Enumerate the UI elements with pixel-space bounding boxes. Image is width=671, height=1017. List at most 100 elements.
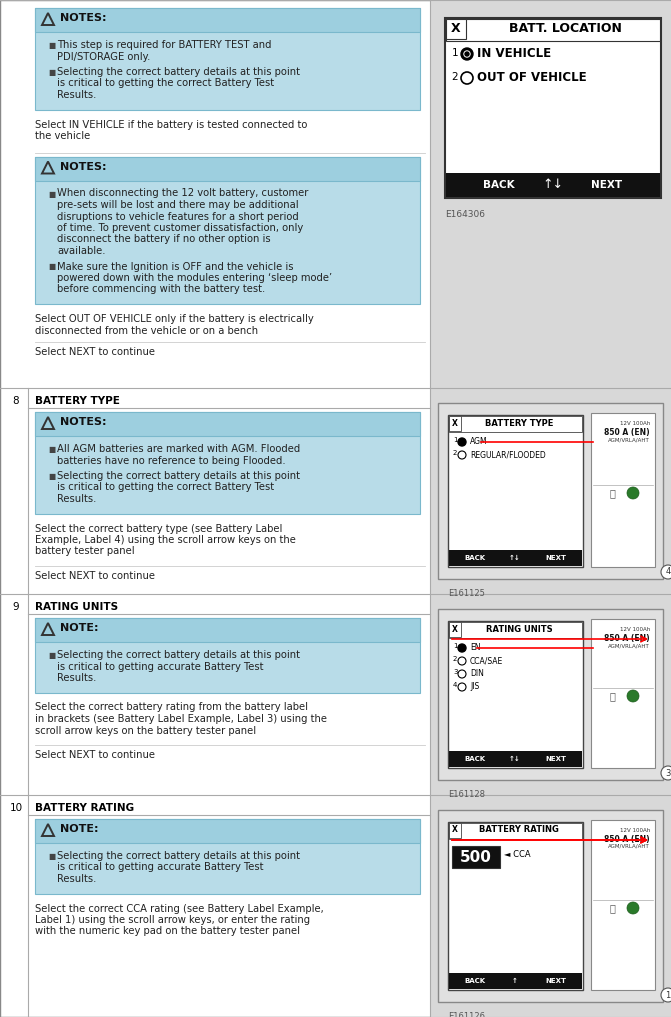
Circle shape [627,487,639,499]
Text: ↑↓: ↑↓ [509,756,521,762]
Bar [591,820,655,990]
Text: 850 A (EN): 850 A (EN) [605,835,650,844]
Bar [591,619,655,768]
Text: with the numeric key pad on the battery tester panel: with the numeric key pad on the battery … [35,926,300,937]
Text: 4: 4 [666,567,670,577]
Text: 8: 8 [13,396,19,406]
Bar [449,416,461,431]
Bar [35,8,420,110]
Text: NOTES:: NOTES: [60,162,107,172]
Bar [438,403,663,579]
Text: ■: ■ [48,472,55,481]
Bar [449,622,461,637]
Text: AGM/VRLA/AHT: AGM/VRLA/AHT [608,844,650,849]
Text: ■: ■ [48,852,55,861]
Text: NOTES:: NOTES: [60,13,107,23]
Bar [35,618,420,693]
Circle shape [465,52,469,56]
Text: AGM: AGM [470,437,488,446]
Text: 1: 1 [453,643,458,649]
Text: AGM/VRLA/AHT: AGM/VRLA/AHT [608,437,650,442]
Text: REGULAR/FLOODED: REGULAR/FLOODED [470,450,546,459]
Text: ↑: ↑ [512,978,518,984]
Text: 9: 9 [13,602,19,612]
Text: BATT. LOCATION: BATT. LOCATION [509,22,621,36]
Text: NOTES:: NOTES: [60,417,107,427]
Circle shape [661,988,671,1002]
Text: X: X [452,826,458,835]
Text: Label 1) using the scroll arrow keys, or enter the rating: Label 1) using the scroll arrow keys, or… [35,915,310,925]
Circle shape [627,902,639,914]
Bar [449,823,461,838]
Text: BATTERY TYPE: BATTERY TYPE [35,396,120,406]
Text: Selecting the correct battery details at this point: Selecting the correct battery details at… [57,67,300,77]
Text: Select the correct CCA rating (see Battery Label Example,: Select the correct CCA rating (see Batte… [35,903,323,913]
Text: disconnected from the vehicle or on a bench: disconnected from the vehicle or on a be… [35,325,258,336]
Text: RATING UNITS: RATING UNITS [486,624,552,634]
Text: disconnect the battery if no other option is: disconnect the battery if no other optio… [57,235,270,244]
Text: Select NEXT to continue: Select NEXT to continue [35,347,155,357]
Text: BACK: BACK [483,180,515,190]
Text: 2: 2 [453,450,458,456]
Text: Select the correct battery type (see Battery Label: Select the correct battery type (see Bat… [35,524,282,534]
Text: 850 A (EN): 850 A (EN) [605,428,650,437]
Text: Selecting the correct battery details at this point: Selecting the correct battery details at… [57,650,300,660]
Text: of time. To prevent customer dissatisfaction, only: of time. To prevent customer dissatisfac… [57,223,303,233]
Text: Select IN VEHICLE if the battery is tested connected to: Select IN VEHICLE if the battery is test… [35,120,307,129]
Text: Results.: Results. [57,874,97,884]
Text: This step is required for BATTERY TEST and: This step is required for BATTERY TEST a… [57,40,272,50]
Text: the vehicle: the vehicle [35,131,91,141]
Bar [446,19,466,39]
Text: ■: ■ [48,651,55,660]
Text: Results.: Results. [57,494,97,504]
Text: E161126: E161126 [448,1012,485,1017]
Text: 𝒥: 𝒥 [609,691,615,701]
Bar [430,594,671,795]
Text: battery tester panel: battery tester panel [35,546,135,556]
Bar [446,19,660,41]
Bar [448,822,583,990]
Text: ■: ■ [48,41,55,50]
Bar [445,18,661,198]
Bar [449,416,582,432]
Text: is critical to getting the correct Battery Test: is critical to getting the correct Batte… [57,78,274,88]
Text: NEXT: NEXT [546,978,566,984]
Text: 1: 1 [666,991,670,1000]
Text: pre-sets will be lost and there may be additional: pre-sets will be lost and there may be a… [57,200,299,210]
Text: NOTE:: NOTE: [60,824,99,834]
Text: CCA/SAE: CCA/SAE [470,656,503,665]
Bar [35,157,420,180]
Circle shape [461,48,473,60]
Circle shape [458,438,466,446]
Bar [446,173,660,197]
Text: When disconnecting the 12 volt battery, customer: When disconnecting the 12 volt battery, … [57,188,309,198]
Text: OUT OF VEHICLE: OUT OF VEHICLE [477,71,586,84]
Text: ◄ CCA: ◄ CCA [504,850,531,859]
Text: 4: 4 [453,682,458,687]
Bar [35,412,420,436]
Text: Make sure the Ignition is OFF and the vehicle is: Make sure the Ignition is OFF and the ve… [57,261,293,272]
Text: ■: ■ [48,445,55,454]
Text: 3: 3 [666,769,671,778]
Text: E161125: E161125 [448,589,485,598]
Text: X: X [452,624,458,634]
Text: 𝒥: 𝒥 [609,488,615,498]
Text: Example, Label 4) using the scroll arrow keys on the: Example, Label 4) using the scroll arrow… [35,535,296,545]
Text: Select NEXT to continue: Select NEXT to continue [35,571,155,581]
Bar [438,609,663,780]
Bar [449,550,582,566]
Bar [35,157,420,304]
Bar [449,823,582,839]
Text: 12V 100Ah: 12V 100Ah [620,828,650,833]
Text: before commencing with the battery test.: before commencing with the battery test. [57,285,265,295]
Text: NEXT: NEXT [546,555,566,561]
Text: batteries have no reference to being Flooded.: batteries have no reference to being Flo… [57,456,286,466]
Text: 500: 500 [460,849,492,864]
Bar [449,751,582,767]
Text: BACK: BACK [464,555,486,561]
Bar [430,0,671,388]
Text: ■: ■ [48,262,55,272]
Text: 10: 10 [9,803,23,813]
Text: is critical to getting accurate Battery Test: is critical to getting accurate Battery … [57,862,264,873]
Text: 12V 100Ah: 12V 100Ah [620,627,650,632]
